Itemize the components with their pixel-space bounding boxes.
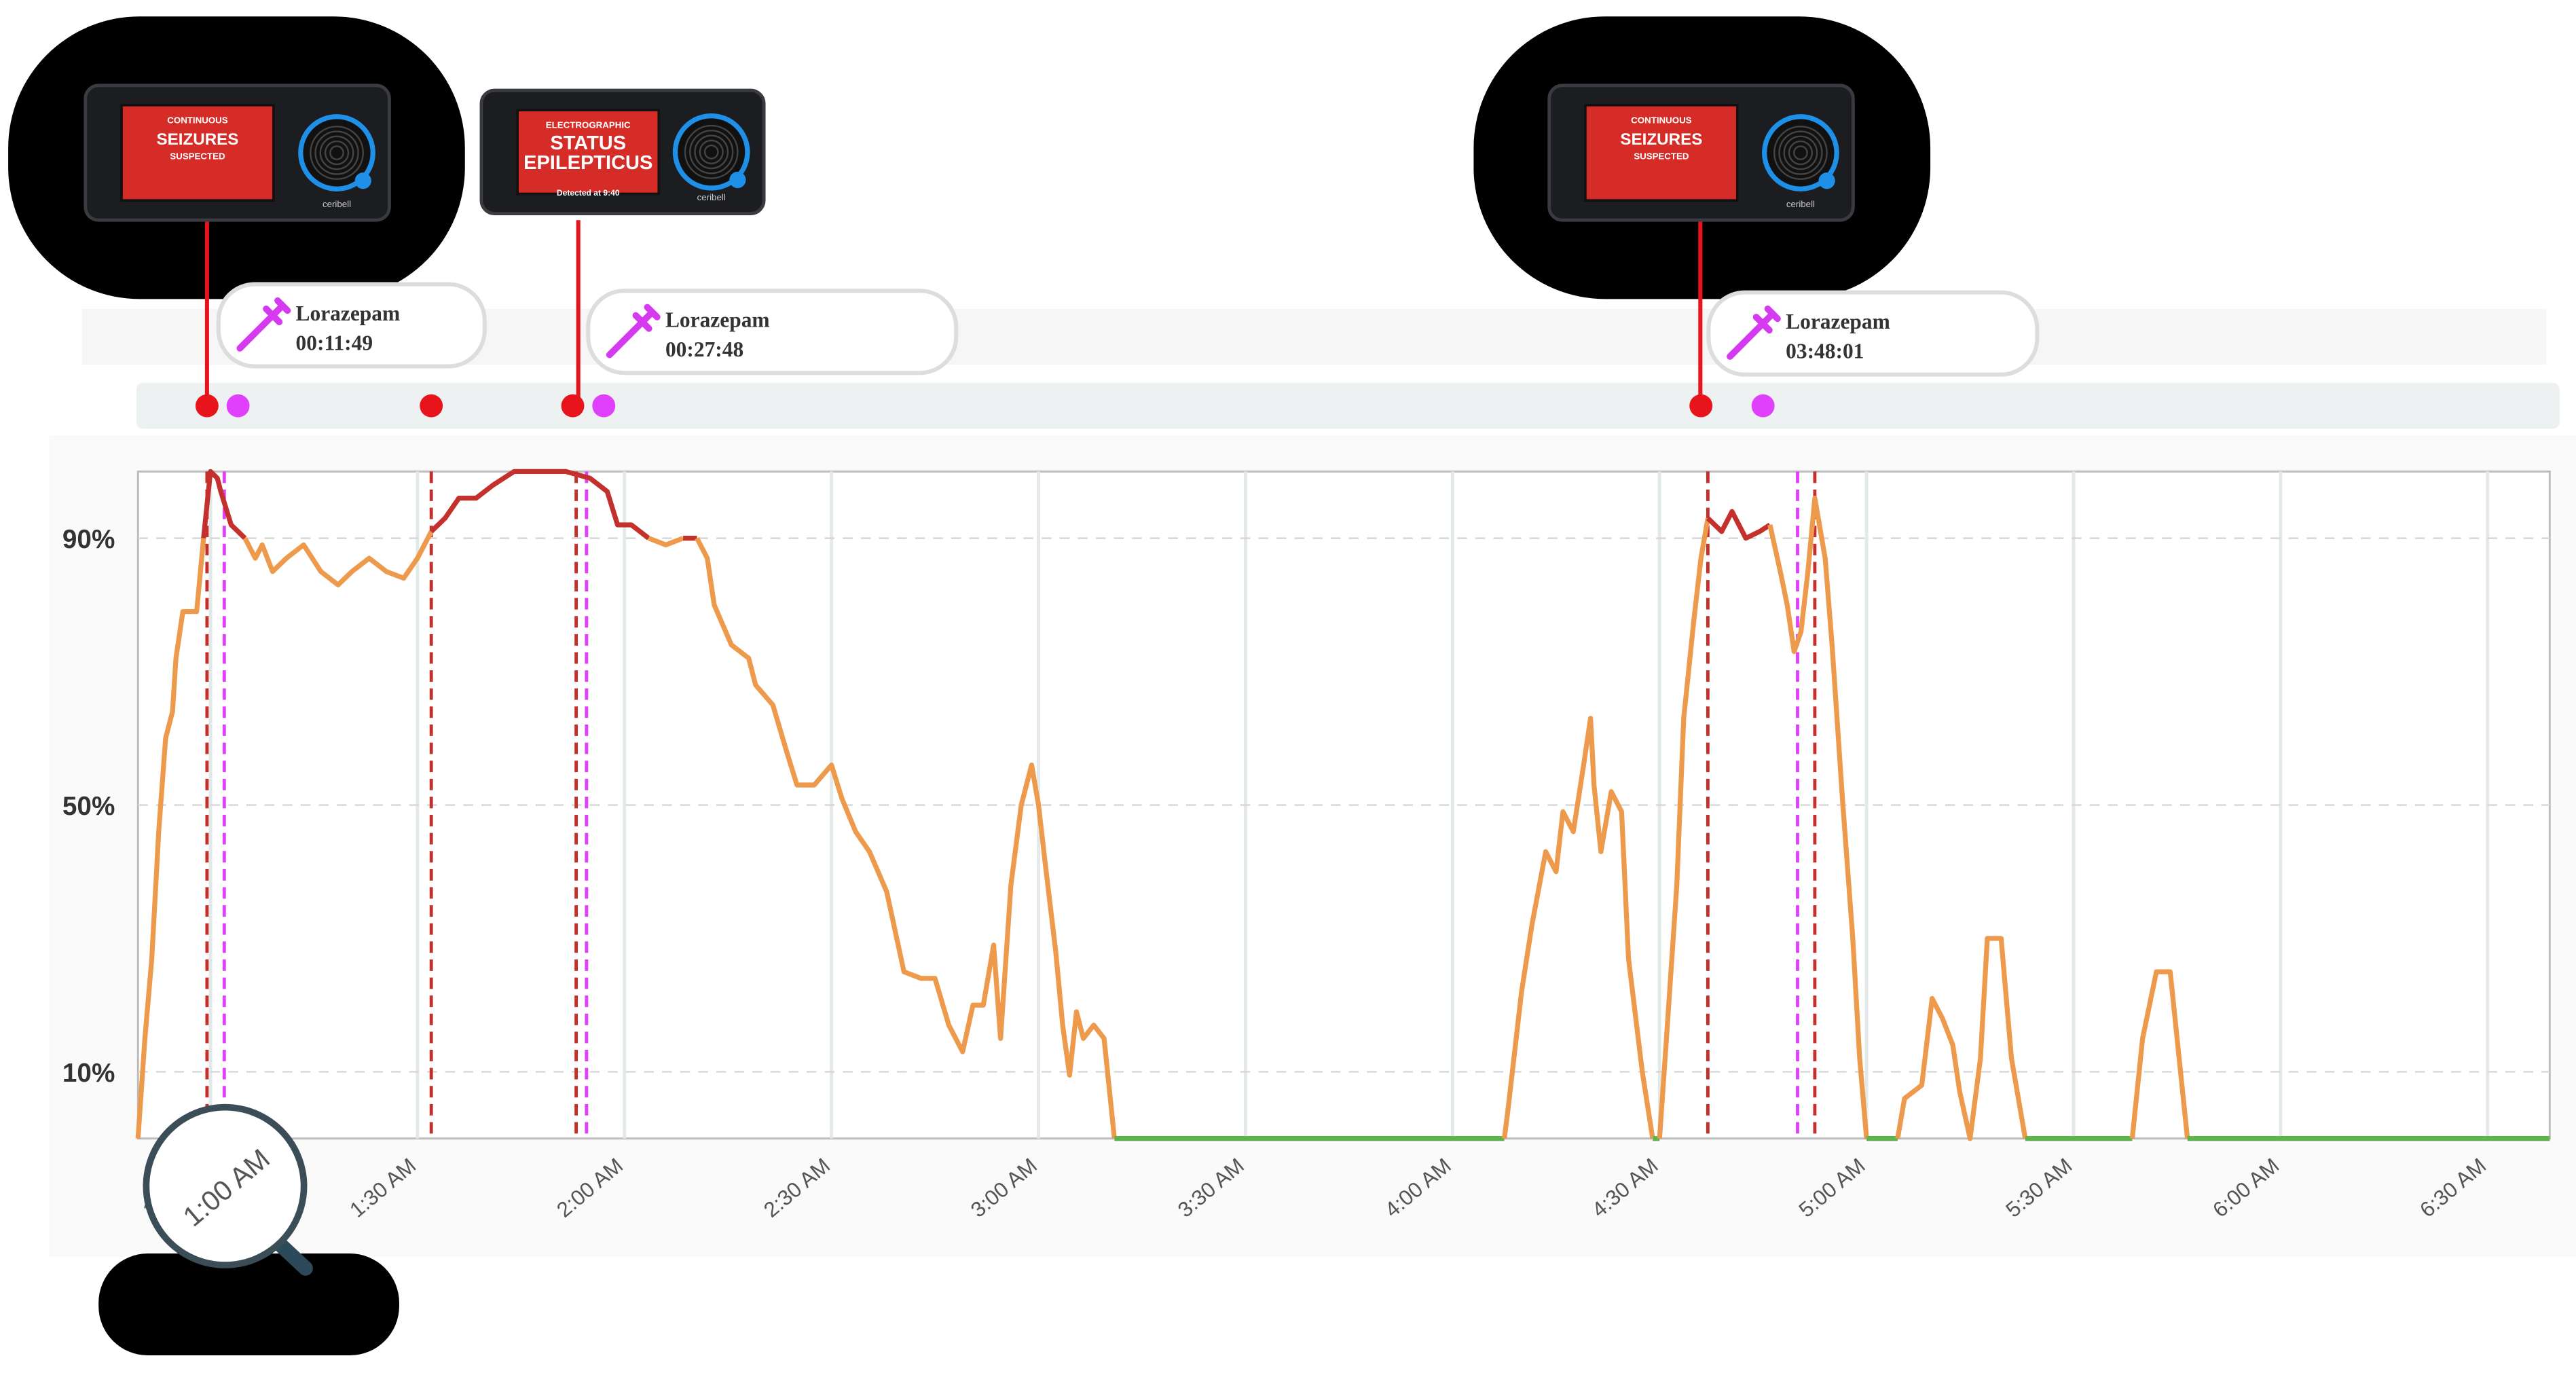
device-heading: ELECTROGRAPHIC (546, 120, 631, 130)
device-knob-ring (703, 144, 719, 160)
device-knob-ring (1778, 130, 1823, 175)
burden-line (135, 538, 206, 1139)
device-knob-ring (319, 135, 354, 170)
device-screen (1584, 104, 1739, 202)
event-timeline (136, 382, 2560, 429)
y-tick-label: 10% (62, 1059, 115, 1088)
seizure-alert-dot (420, 394, 443, 418)
syringe-icon (236, 297, 291, 352)
medication-name: Lorazepam (1786, 310, 1890, 333)
device-screen (120, 104, 275, 202)
burden-line (242, 530, 434, 588)
device-knob-ring (314, 130, 359, 175)
seizure-alert-dot (1689, 394, 1713, 418)
device-alert: EPILEPTICUS (523, 152, 652, 174)
device-screen (516, 109, 661, 196)
syringe-icon (606, 304, 661, 359)
medication-dot (1751, 394, 1775, 418)
magnifier: 1:00 AM (143, 1103, 313, 1276)
medication-time: 00:11:49 (296, 331, 373, 354)
burden-line (201, 469, 247, 541)
magnifier-backdrop (98, 1253, 399, 1356)
device-button (354, 172, 371, 189)
burden-line (1706, 509, 1771, 541)
magnifier-handle (272, 1236, 313, 1276)
medication-time: 03:48:01 (1786, 339, 1864, 363)
medication-name: Lorazepam (296, 301, 401, 325)
device-knob-ring (1773, 126, 1828, 180)
magnifier-lens (143, 1103, 308, 1268)
burden-line (2129, 969, 2190, 1139)
seizure-alert-dot (561, 394, 585, 418)
device-knob-ring (1788, 140, 1814, 166)
syringe-icon (1727, 306, 1781, 360)
device-knob-ring (699, 139, 724, 164)
device-brand: ceribell (697, 192, 726, 202)
callout-box (586, 289, 959, 376)
burden-line (1501, 716, 1655, 1139)
device-knob-ring (1793, 145, 1808, 160)
device-alert: SEIZURES (156, 130, 238, 149)
device-knob-ring (694, 134, 729, 170)
device-subtext: Detected at 9:40 (557, 188, 620, 198)
medication-callout: Lorazepam 03:48:01 (1706, 290, 2040, 377)
alert-device: CONTINUOUS SEIZURES SUSPECTED ceribell (1547, 84, 1855, 222)
medication-time: 00:27:48 (665, 337, 743, 361)
burden-line (1657, 517, 1710, 1139)
device-heading: CONTINUOUS (167, 115, 228, 125)
medication-name: Lorazepam (665, 308, 770, 331)
alert-device: CONTINUOUS SEIZURES SUSPECTED ceribell (84, 84, 391, 222)
burden-line (1767, 496, 1869, 1139)
device-alert: SEIZURES (1620, 130, 1702, 149)
device-subtext: SUSPECTED (170, 151, 225, 162)
device-brand: ceribell (323, 199, 351, 209)
medication-callout: Lorazepam 00:27:48 (586, 289, 959, 376)
device-subtext: SUSPECTED (1634, 151, 1689, 162)
device-button (729, 171, 746, 189)
device-knob-ring (329, 145, 344, 160)
device-alert: STATUS (550, 132, 626, 154)
y-tick-label: 90% (62, 525, 115, 554)
seizure-alert-dot (195, 394, 219, 418)
burden-line (1895, 936, 2028, 1141)
device-knob-ring (689, 130, 734, 175)
medication-dot (226, 394, 250, 418)
medication-callout: Lorazepam 00:11:49 (216, 282, 487, 369)
device-button (1818, 172, 1835, 189)
device-knob-ring (684, 124, 739, 179)
burden-line (429, 469, 650, 541)
callout-band (81, 308, 2547, 365)
medication-dot (592, 394, 616, 418)
device-brand: ceribell (1786, 199, 1815, 209)
device-knob-ring (1783, 135, 1818, 170)
device-heading: CONTINUOUS (1631, 115, 1692, 125)
device-knob-ring (310, 126, 364, 180)
y-tick-label: 50% (62, 792, 115, 821)
burden-line (648, 536, 684, 548)
burden-line (695, 536, 1117, 1139)
callout-box (1706, 290, 2040, 377)
device-knob-ring (324, 140, 350, 166)
